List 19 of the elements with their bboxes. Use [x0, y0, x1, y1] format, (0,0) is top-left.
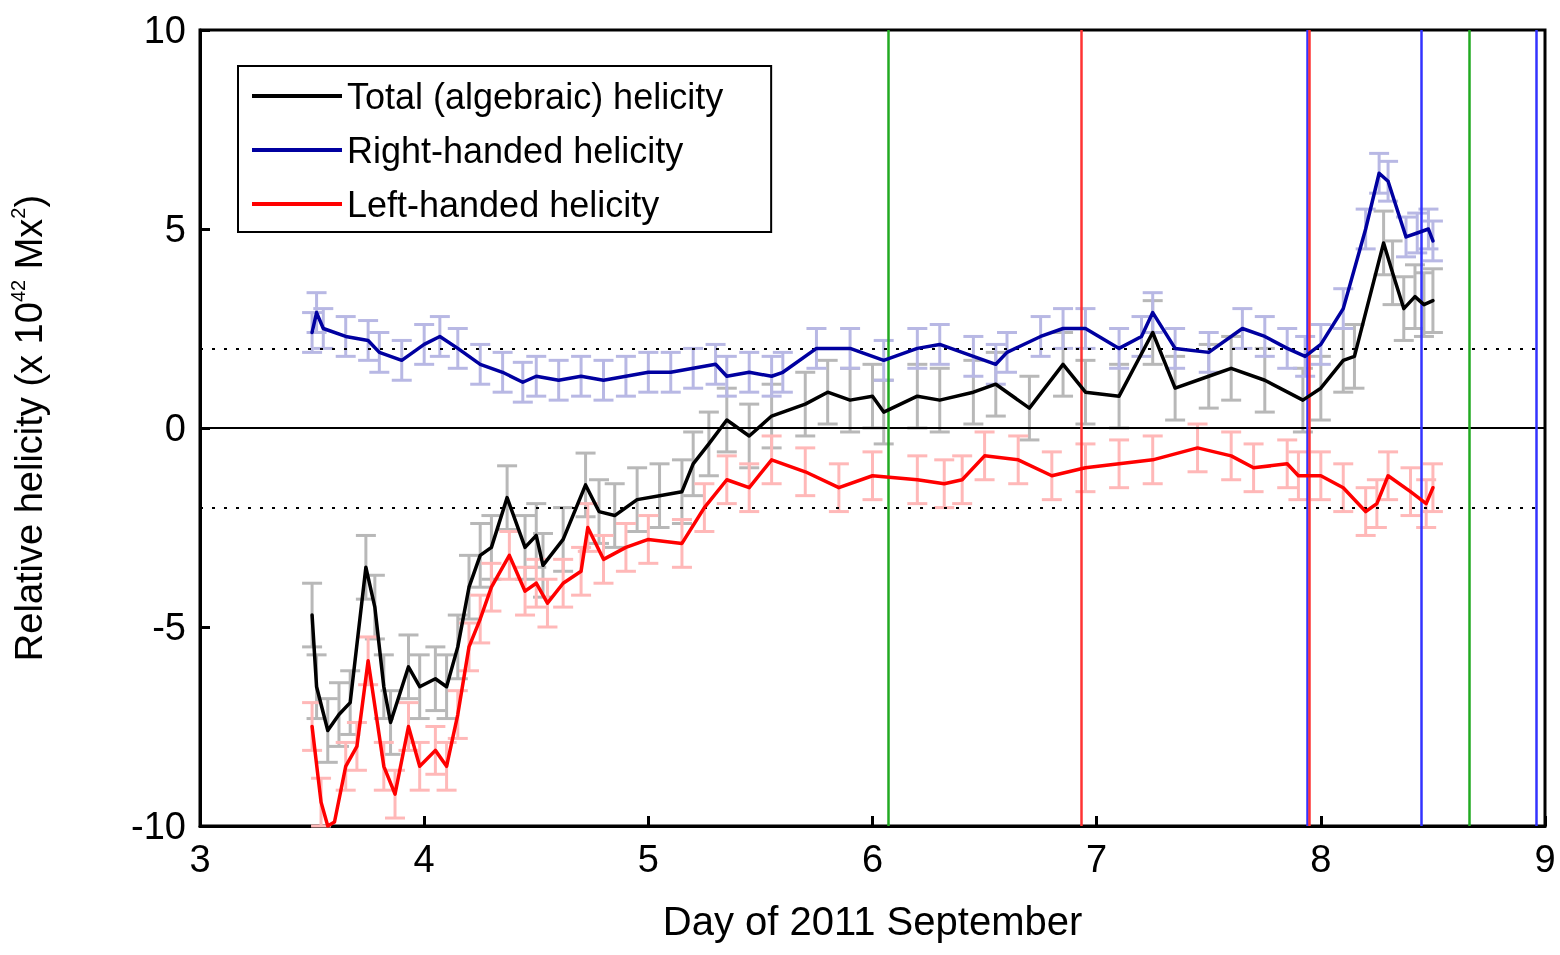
x-tick-label: 9 [1534, 838, 1556, 880]
y-tick-label: -5 [152, 606, 186, 648]
y-tick-label: -10 [131, 805, 186, 847]
x-tick-label: 8 [1310, 838, 1332, 880]
x-tick-label: 5 [637, 838, 659, 880]
legend-label: Left-handed helicity [347, 183, 660, 225]
legend-label: Right-handed helicity [347, 129, 684, 171]
x-tick-label: 6 [861, 838, 884, 880]
x-axis-title: Day of 2011 September [662, 899, 1083, 943]
legend-label: Total (algebraic) helicity [347, 75, 724, 117]
y-tick-label: 10 [143, 9, 186, 51]
x-tick-label: 4 [413, 838, 435, 880]
y-axis-title: Relative helicity (x 1042 Mx2) [7, 194, 50, 662]
y-tick-label: 5 [164, 208, 186, 250]
line-series [310, 446, 1435, 828]
y-tick-label: 0 [164, 407, 186, 449]
x-tick-label: 7 [1086, 838, 1108, 880]
line-series [310, 171, 1435, 384]
x-tick-label: 3 [189, 838, 211, 880]
